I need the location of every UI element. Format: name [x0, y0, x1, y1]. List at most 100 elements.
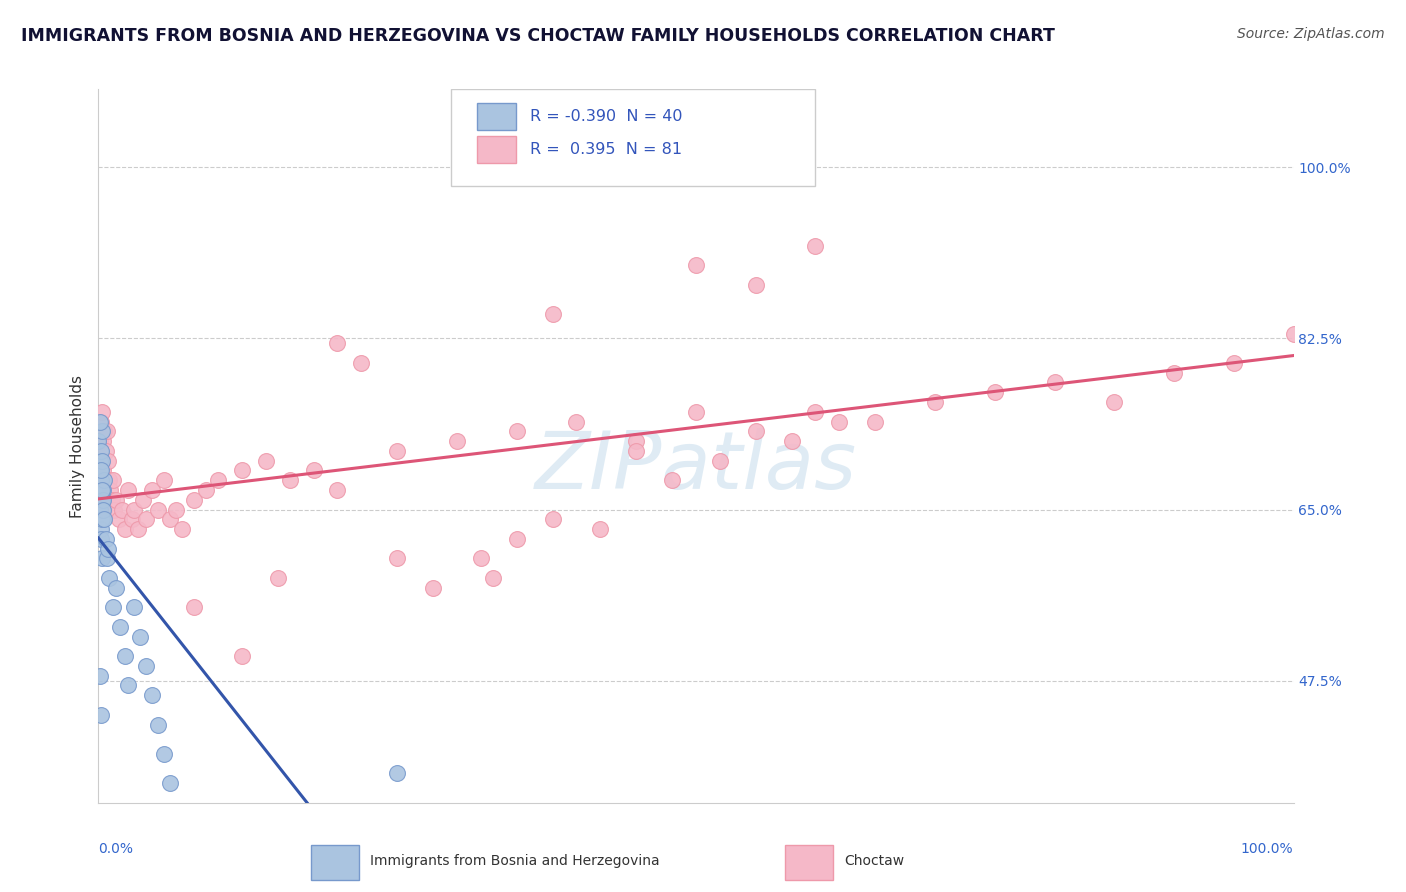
Point	[93, 512, 115, 526]
Point	[481, 571, 505, 585]
Point	[87, 434, 110, 449]
Point	[231, 463, 253, 477]
Point	[626, 443, 648, 458]
Point	[117, 678, 139, 692]
Point	[98, 571, 121, 585]
Point	[91, 453, 114, 467]
Point	[91, 492, 114, 507]
Point	[780, 434, 803, 449]
Point	[101, 600, 124, 615]
Point	[1223, 356, 1246, 370]
Text: Source: ZipAtlas.com: Source: ZipAtlas.com	[1237, 27, 1385, 41]
Point	[111, 502, 134, 516]
Point	[865, 415, 887, 429]
Point	[1282, 326, 1305, 341]
Point	[302, 463, 325, 477]
Point	[98, 483, 122, 497]
Point	[90, 463, 112, 477]
Point	[685, 405, 707, 419]
Point	[984, 385, 1007, 400]
Point	[506, 425, 529, 439]
Point	[105, 492, 128, 507]
Point	[541, 307, 564, 321]
Text: ZIPatlas: ZIPatlas	[534, 428, 858, 507]
Point	[385, 551, 409, 566]
Point	[159, 512, 181, 526]
Point	[1043, 376, 1066, 390]
Point	[107, 512, 129, 526]
Text: 0.0%: 0.0%	[98, 842, 134, 856]
Point	[1104, 395, 1126, 409]
Point	[93, 473, 115, 487]
Point	[131, 492, 153, 507]
Point	[506, 532, 529, 546]
Point	[141, 688, 163, 702]
Point	[91, 463, 114, 477]
Point	[89, 463, 111, 477]
Point	[124, 600, 146, 615]
Point	[114, 522, 136, 536]
Point	[103, 502, 125, 516]
Point	[89, 473, 111, 487]
Point	[90, 532, 112, 546]
Point	[97, 453, 120, 467]
Point	[93, 502, 115, 516]
Point	[94, 532, 117, 546]
Point	[172, 522, 194, 536]
Point	[117, 483, 139, 497]
FancyBboxPatch shape	[785, 845, 834, 880]
Point	[661, 473, 683, 487]
Point	[153, 747, 176, 761]
Text: R = -0.390  N = 40: R = -0.390 N = 40	[530, 109, 682, 124]
Point	[828, 415, 851, 429]
Point	[326, 483, 349, 497]
Point	[685, 258, 707, 272]
Point	[90, 522, 112, 536]
Point	[96, 551, 118, 566]
Point	[93, 425, 115, 439]
Point	[91, 483, 114, 497]
Text: R =  0.395  N = 81: R = 0.395 N = 81	[530, 142, 682, 157]
Point	[121, 512, 143, 526]
Point	[565, 415, 588, 429]
FancyBboxPatch shape	[311, 845, 359, 880]
Point	[91, 425, 114, 439]
Point	[91, 492, 114, 507]
Point	[135, 512, 157, 526]
Point	[91, 512, 114, 526]
Point	[326, 336, 349, 351]
Text: IMMIGRANTS FROM BOSNIA AND HERZEGOVINA VS CHOCTAW FAMILY HOUSEHOLDS CORRELATION : IMMIGRANTS FROM BOSNIA AND HERZEGOVINA V…	[21, 27, 1054, 45]
Y-axis label: Family Households: Family Households	[69, 375, 84, 517]
FancyBboxPatch shape	[477, 103, 516, 130]
Point	[129, 630, 152, 644]
Point	[446, 434, 468, 449]
FancyBboxPatch shape	[477, 136, 516, 162]
Point	[105, 581, 128, 595]
Point	[87, 453, 110, 467]
Point	[745, 277, 768, 292]
Point	[183, 600, 205, 615]
Point	[89, 434, 111, 449]
Point	[135, 659, 157, 673]
Point	[89, 415, 111, 429]
Point	[108, 620, 131, 634]
Point	[1163, 366, 1185, 380]
Point	[207, 473, 229, 487]
Point	[541, 512, 564, 526]
Point	[89, 502, 111, 516]
Point	[114, 649, 136, 664]
Point	[231, 649, 253, 664]
Point	[91, 473, 114, 487]
Point	[422, 581, 444, 595]
Text: Choctaw: Choctaw	[845, 854, 905, 868]
Point	[804, 405, 827, 419]
Point	[127, 522, 149, 536]
Point	[626, 434, 648, 449]
Point	[91, 483, 114, 497]
Point	[91, 434, 114, 449]
Point	[195, 483, 218, 497]
Point	[385, 766, 409, 780]
Point	[183, 492, 205, 507]
Point	[159, 776, 181, 790]
Point	[90, 707, 112, 722]
